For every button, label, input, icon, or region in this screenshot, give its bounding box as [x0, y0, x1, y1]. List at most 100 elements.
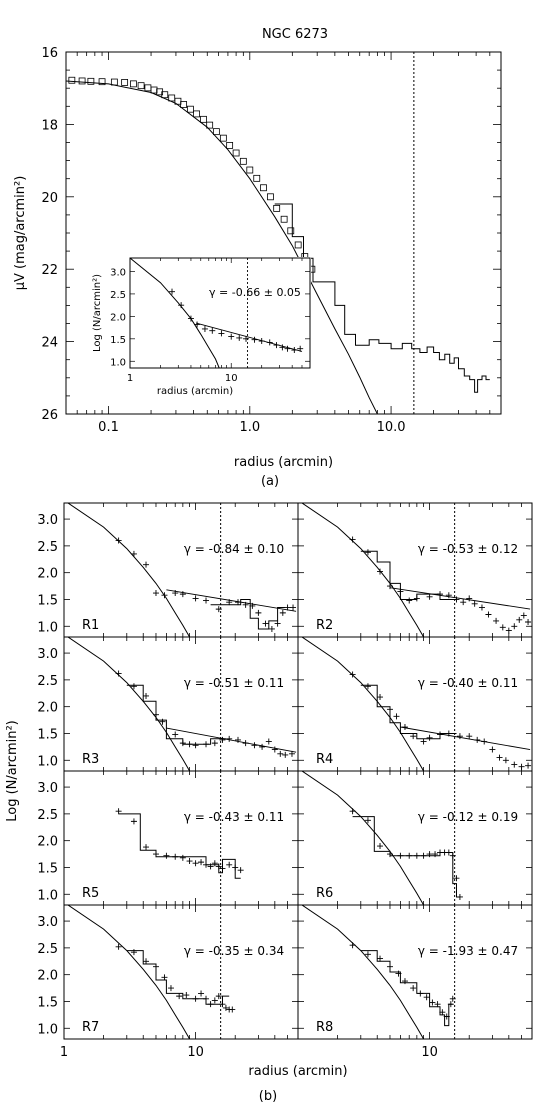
king-model-curve: [301, 905, 425, 1039]
inset-y-tick-label: 3.0: [110, 267, 126, 278]
data-point: [115, 670, 122, 677]
y-tick-label: 1.5: [37, 727, 58, 742]
gamma-label: γ = -1.93 ± 0.47: [418, 944, 518, 958]
inset-x-axis-label: radius (arcmin): [157, 386, 233, 397]
data-point: [466, 733, 473, 740]
power-law-fit: [166, 589, 297, 612]
data-point: [288, 750, 295, 757]
data-point: [447, 1001, 454, 1008]
inset-data-point: [201, 325, 208, 332]
data-point: [235, 599, 242, 606]
y-tick-label: 1.0: [37, 1022, 58, 1037]
data-point: [179, 740, 186, 747]
gamma-label: γ = -0.51 ± 0.11: [184, 676, 284, 690]
data-point: [262, 620, 269, 627]
gamma-label: γ = -0.84 ± 0.10: [184, 542, 284, 556]
data-point: [423, 994, 430, 1001]
data-point: [115, 808, 122, 815]
data-point: [377, 694, 384, 701]
data-point: [466, 595, 473, 602]
data-point: [130, 818, 137, 825]
data-point: [511, 623, 518, 630]
data-point: [520, 612, 527, 619]
y-tick-label: 2.5: [37, 674, 58, 689]
subpanel-frame: [297, 636, 533, 772]
power-law-fit: [389, 587, 531, 610]
inset-x-tick-label: 1: [127, 373, 133, 384]
data-point: [242, 601, 249, 608]
data-point: [456, 733, 463, 740]
data-point: [386, 583, 393, 590]
data-point: [453, 596, 460, 603]
data-point: [349, 536, 356, 543]
data-point: [163, 852, 170, 859]
inset-y-tick-label: 1.0: [110, 357, 126, 368]
data-point: [235, 736, 242, 743]
data-point: [417, 990, 424, 997]
data-point: [203, 741, 210, 748]
data-point: [219, 1001, 226, 1008]
star-count-profile: [210, 599, 286, 630]
data-point: [161, 974, 168, 981]
y-tick-label: 1.0: [37, 754, 58, 769]
data-point: [471, 600, 478, 607]
data-point: [474, 736, 481, 743]
data-point: [420, 738, 427, 745]
y-tick-label: 20: [41, 191, 58, 206]
y-tick-label: 2.5: [37, 808, 58, 823]
subpanel-r8: γ = -1.93 ± 0.47 R8: [297, 904, 533, 1040]
data-point: [167, 985, 174, 992]
inset-data-point: [187, 315, 194, 322]
king-model-curve: [301, 771, 425, 905]
data-point: [226, 141, 234, 149]
caption-b: (b): [259, 1089, 277, 1104]
data-point: [229, 1006, 236, 1013]
inset-data-point: [284, 345, 291, 352]
y-axis-label: Log (N/arcmin²): [5, 720, 20, 822]
data-point: [485, 611, 492, 618]
star-count-profile: [360, 950, 453, 1027]
data-point: [259, 743, 266, 750]
data-point: [152, 963, 159, 970]
data-point: [144, 84, 152, 92]
data-point: [115, 537, 122, 544]
data-point: [226, 599, 233, 606]
data-point: [172, 853, 179, 860]
gamma-label: γ = -0.40 ± 0.11: [418, 676, 518, 690]
data-point: [180, 101, 188, 108]
data-point: [249, 602, 256, 609]
region-label: R1: [82, 618, 99, 633]
data-point: [179, 854, 186, 861]
inset-data-point: [266, 339, 273, 346]
region-label: R3: [82, 752, 99, 767]
subpanel-r7: 1.0 1.5 2.0 2.5 3.0 γ = -0.35 ± 0.34 R7: [37, 904, 299, 1040]
data-point: [161, 91, 169, 99]
data-point: [518, 763, 525, 770]
caption-a: (a): [261, 474, 279, 489]
data-point: [198, 859, 205, 866]
inset-background: [129, 257, 311, 369]
data-point: [192, 995, 199, 1002]
inset-king-model: [130, 258, 220, 368]
data-point: [499, 624, 506, 631]
data-point: [401, 724, 408, 731]
data-point: [215, 993, 222, 1000]
data-point: [478, 604, 485, 611]
king-model-curve: [67, 637, 191, 771]
gamma-label: γ = -0.43 ± 0.11: [184, 810, 284, 824]
x-axis-label: radius (arcmin): [248, 1064, 347, 1079]
y-tick-label: 1.5: [37, 995, 58, 1010]
data-point: [232, 149, 240, 157]
data-point: [219, 865, 226, 872]
data-point: [68, 76, 76, 84]
y-tick-label: 3.0: [37, 781, 58, 796]
data-point: [183, 992, 190, 999]
data-point: [364, 549, 371, 556]
data-point: [242, 740, 249, 747]
data-point: [406, 852, 413, 859]
data-point: [505, 627, 512, 634]
data-point: [192, 860, 199, 867]
subpanel-r6: γ = -0.12 ± 0.19 R6: [297, 770, 533, 906]
inset-data-point: [273, 342, 280, 349]
main-profile-chart: 0.1 1.0 10.0 16 18 20 22 24 26 radius (arcmin) μV …: [13, 46, 502, 470]
